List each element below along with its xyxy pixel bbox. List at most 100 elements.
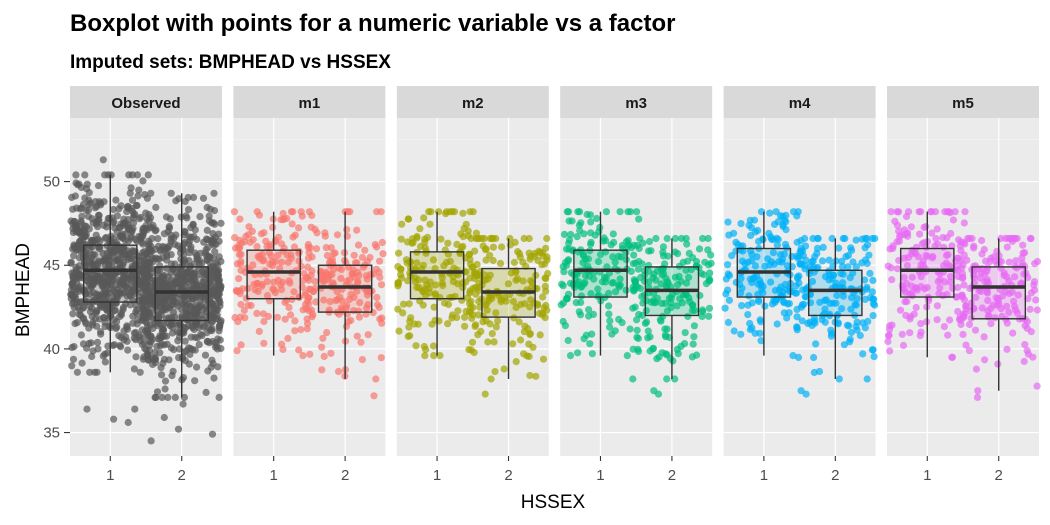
- x-tick-label: 1: [760, 467, 768, 484]
- data-point: [154, 279, 162, 287]
- data-point: [320, 352, 328, 360]
- data-point: [506, 241, 514, 249]
- data-point: [779, 292, 787, 300]
- data-point: [373, 301, 382, 309]
- data-point: [659, 243, 668, 251]
- data-point: [147, 338, 155, 346]
- data-point: [1011, 273, 1019, 281]
- data-point: [287, 311, 295, 319]
- data-point: [959, 330, 967, 338]
- data-point: [633, 208, 641, 216]
- data-point: [849, 258, 857, 266]
- data-point: [210, 374, 218, 382]
- data-point: [663, 351, 671, 359]
- data-point: [305, 285, 313, 293]
- data-point: [253, 243, 261, 251]
- data-point: [266, 243, 274, 251]
- x-tick-label: 2: [504, 467, 512, 484]
- data-point: [585, 306, 593, 314]
- data-point: [751, 262, 760, 270]
- data-point: [263, 291, 272, 300]
- data-point: [564, 256, 573, 264]
- data-point: [496, 259, 505, 267]
- data-point: [196, 271, 204, 279]
- data-point: [706, 276, 714, 284]
- data-point: [699, 306, 707, 314]
- data-point: [800, 300, 808, 308]
- data-point: [893, 265, 902, 273]
- data-point: [244, 284, 252, 292]
- data-point: [802, 256, 810, 264]
- data-point: [684, 257, 692, 265]
- data-point: [944, 331, 952, 339]
- data-point: [585, 312, 593, 320]
- data-point: [617, 253, 625, 261]
- data-point: [757, 337, 765, 345]
- data-point: [838, 263, 847, 271]
- data-point: [858, 259, 866, 267]
- data-point: [638, 260, 646, 268]
- data-point: [536, 331, 544, 339]
- data-point: [527, 252, 535, 261]
- data-point: [834, 320, 842, 328]
- data-point: [647, 298, 655, 306]
- data-point: [848, 294, 856, 302]
- data-point: [1024, 295, 1032, 303]
- data-point: [133, 171, 141, 179]
- data-point: [86, 308, 94, 316]
- data-point: [983, 288, 991, 296]
- data-point: [70, 252, 78, 260]
- data-point: [987, 320, 995, 328]
- panel-m1: m1 1 2: [230, 86, 387, 484]
- data-point: [520, 300, 529, 308]
- data-point: [109, 205, 117, 214]
- data-point: [291, 317, 299, 325]
- data-point: [297, 326, 305, 334]
- data-point: [684, 312, 692, 320]
- data-point: [669, 357, 677, 365]
- data-point: [235, 244, 243, 252]
- data-point: [147, 214, 155, 222]
- data-point: [962, 341, 970, 349]
- data-point: [466, 274, 474, 282]
- data-point: [139, 316, 147, 324]
- data-point: [215, 295, 223, 304]
- data-point: [152, 203, 160, 211]
- data-point: [630, 276, 638, 284]
- data-point: [728, 252, 736, 260]
- data-point: [416, 225, 424, 233]
- data-point: [652, 234, 660, 243]
- data-point: [99, 283, 107, 291]
- data-point: [724, 261, 732, 269]
- data-point: [746, 319, 754, 328]
- x-tick-label: 1: [596, 467, 604, 484]
- data-point: [175, 354, 183, 362]
- data-point: [682, 234, 690, 243]
- data-point: [260, 317, 268, 326]
- data-point: [346, 208, 354, 216]
- data-point: [936, 275, 944, 284]
- outlier-point: [654, 390, 663, 398]
- data-point: [610, 238, 618, 246]
- data-point: [489, 256, 497, 265]
- data-point: [810, 317, 818, 325]
- data-point: [95, 291, 103, 299]
- data-point: [196, 213, 204, 221]
- data-point: [255, 327, 263, 335]
- y-tick-label-40: 40: [43, 341, 60, 358]
- data-point: [323, 329, 331, 337]
- data-point: [306, 350, 314, 358]
- strip-label-m2: m2: [462, 95, 484, 112]
- data-point: [972, 293, 980, 301]
- data-point: [661, 260, 669, 268]
- data-point: [645, 278, 653, 286]
- data-point: [231, 314, 239, 322]
- data-point: [117, 343, 125, 351]
- data-point: [866, 269, 874, 277]
- y-axis: 35 40 45 50: [43, 174, 70, 442]
- data-point: [980, 245, 988, 254]
- data-point: [801, 242, 810, 250]
- data-point: [957, 238, 965, 246]
- data-point: [916, 230, 924, 238]
- data-point: [405, 323, 413, 331]
